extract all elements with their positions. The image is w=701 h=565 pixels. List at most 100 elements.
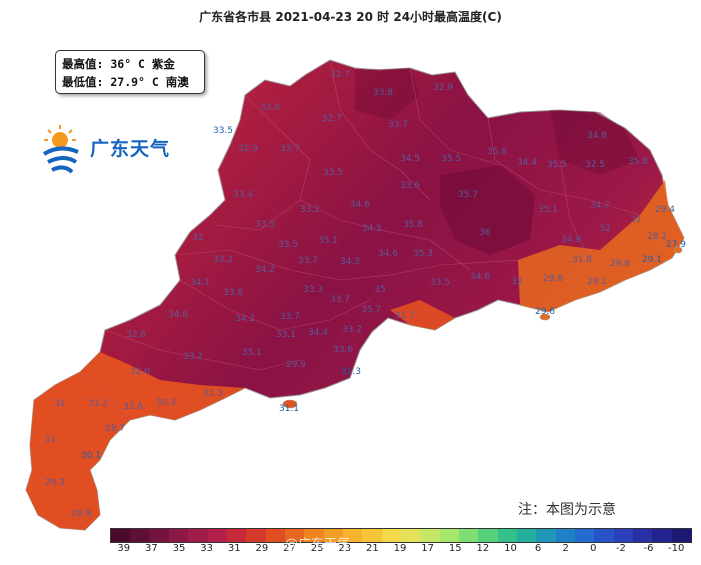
station-temp-label: 33.8 — [373, 88, 393, 98]
legend-tick-label: 37 — [145, 543, 158, 554]
legend-tick-label: 21 — [366, 543, 379, 554]
legend-swatch — [111, 529, 132, 542]
max-value-line: 最高值: 36° C 紫金 — [62, 57, 175, 71]
legend-swatch — [285, 529, 306, 542]
hot-region-north — [355, 68, 420, 120]
station-temp-label: 33.7 — [298, 256, 318, 266]
station-temp-label: 34.5 — [362, 224, 382, 234]
station-temp-label: 31.3 — [203, 389, 223, 399]
station-temp-label: 34.3 — [340, 257, 360, 267]
station-temp-label: 29.3 — [45, 478, 65, 488]
leizhou-peninsula-zone — [26, 352, 245, 530]
station-temp-label: 30.3 — [156, 398, 176, 408]
station-temp-label: 31.7 — [395, 311, 415, 321]
station-temp-label: 33.2 — [300, 205, 320, 215]
station-temp-label: 33.3 — [303, 285, 323, 295]
station-temp-label: 33.5 — [430, 278, 450, 288]
station-temp-label: 33.6 — [400, 181, 420, 191]
station-temp-label: 28.2 — [647, 232, 667, 242]
legend-swatch — [207, 529, 229, 542]
station-temp-label: 33.5 — [255, 220, 275, 230]
legend-swatch — [227, 529, 248, 542]
coastal-east-zone — [518, 180, 684, 312]
legend-swatch — [439, 529, 461, 542]
sun-cloud-logo-icon — [42, 125, 79, 174]
station-temp-label: 35.5 — [441, 154, 461, 164]
legend-swatch — [130, 529, 151, 542]
island-nanao — [673, 246, 683, 254]
legend-swatch — [265, 529, 287, 542]
station-temp-label: 34.7 — [590, 201, 610, 211]
logo-text: 广东天气 — [90, 138, 171, 160]
legend-tick-label: 25 — [310, 543, 324, 554]
legend-swatch — [188, 529, 209, 542]
hot-region-east — [550, 110, 640, 175]
station-temp-label: 35.8 — [628, 157, 648, 167]
station-temp-label: 34.8 — [587, 131, 607, 141]
legend-tick-label: 39 — [117, 543, 131, 554]
hot-region-zijin — [440, 165, 535, 255]
station-temp-label: 34.6 — [470, 272, 490, 282]
station-temp-label: 35.8 — [487, 147, 507, 157]
station-temp-label: 36 — [479, 228, 491, 238]
station-temp-label: 29.9 — [71, 509, 91, 519]
legend-swatch — [401, 529, 422, 542]
station-temp-label: 29.8 — [610, 259, 630, 269]
station-temp-label: 31.2 — [88, 399, 108, 409]
coastal-central-zone — [390, 300, 455, 330]
disclaimer-note: 注：本图为示意 — [518, 502, 616, 518]
legend-tick-label: 27 — [283, 543, 296, 554]
station-temp-label: 32 — [599, 224, 610, 234]
station-temp-label: 31.1 — [279, 404, 299, 414]
legend-swatch — [478, 529, 499, 542]
station-temp-label: 35.1 — [318, 236, 338, 246]
legend-tick-label: -10 — [668, 543, 685, 554]
legend-swatch — [671, 529, 693, 542]
station-temp-label: 29.1 — [587, 277, 607, 287]
legend-swatch — [343, 529, 364, 542]
temperature-color-legend — [110, 528, 693, 543]
station-temp-label: 29.4 — [655, 205, 675, 215]
station-temp-label: 33.4 — [233, 190, 253, 200]
station-temp-label: 32.6 — [123, 402, 143, 412]
legend-tick-label: 33 — [200, 543, 214, 554]
station-temp-label: 34.6 — [168, 310, 188, 320]
station-temp-label: 35.5 — [547, 160, 567, 170]
legend-labels: 39 37 35 33 31 29 27 25 23 21 19 17 15 12 10 6 2 0 -2 -6 -10 — [110, 543, 690, 557]
map-title: 广东省各市县 2021-04-23 20 时 24小时最高温度(C) — [199, 10, 502, 24]
station-temp-label: 35.3 — [413, 249, 433, 259]
station-temp-label: 31 — [54, 399, 65, 409]
legend-swatch — [420, 529, 441, 542]
station-temp-label: 29.8 — [543, 274, 563, 284]
station-temp-label: 29.1 — [642, 255, 662, 265]
station-temp-label: 35 — [374, 285, 385, 295]
station-temp-label: 35.7 — [458, 190, 478, 200]
station-temp-label: 31 — [630, 215, 641, 225]
island — [282, 399, 298, 409]
station-temp-label: 29.9 — [286, 360, 306, 370]
station-temp-label: 32.0 — [130, 367, 150, 377]
county-boundaries — [79, 59, 641, 421]
legend-swatch — [517, 529, 538, 542]
legend-tick-label: 19 — [393, 543, 407, 554]
min-value-line: 最低值: 27.9° C 南澳 — [62, 75, 189, 89]
station-temp-label: 34.9 — [561, 235, 581, 245]
station-temp-label: 33.7 — [280, 312, 300, 322]
legend-swatch — [246, 529, 267, 542]
station-temp-label: 34.6 — [378, 249, 398, 259]
legend-swatch — [169, 529, 190, 542]
legend-swatch — [323, 529, 345, 542]
station-temp-label: 33.5 — [213, 126, 233, 136]
island — [539, 313, 551, 321]
station-temp-label: 34.6 — [350, 200, 370, 210]
station-temp-label: 33.5 — [323, 168, 343, 178]
station-temp-label: 32.8 — [126, 330, 146, 340]
station-temp-label: 33.2 — [183, 352, 203, 362]
extremes-info-box: 最高值: 36° C 紫金 最低值: 27.9° C 南澳 — [55, 50, 205, 94]
legend-tick-label: 10 — [504, 543, 517, 554]
station-temp-label: 33.2 — [213, 255, 233, 265]
legend-swatch — [381, 529, 403, 542]
guangdong-weather-logo: 广东天气 — [38, 122, 178, 182]
legend-swatch — [497, 529, 519, 542]
